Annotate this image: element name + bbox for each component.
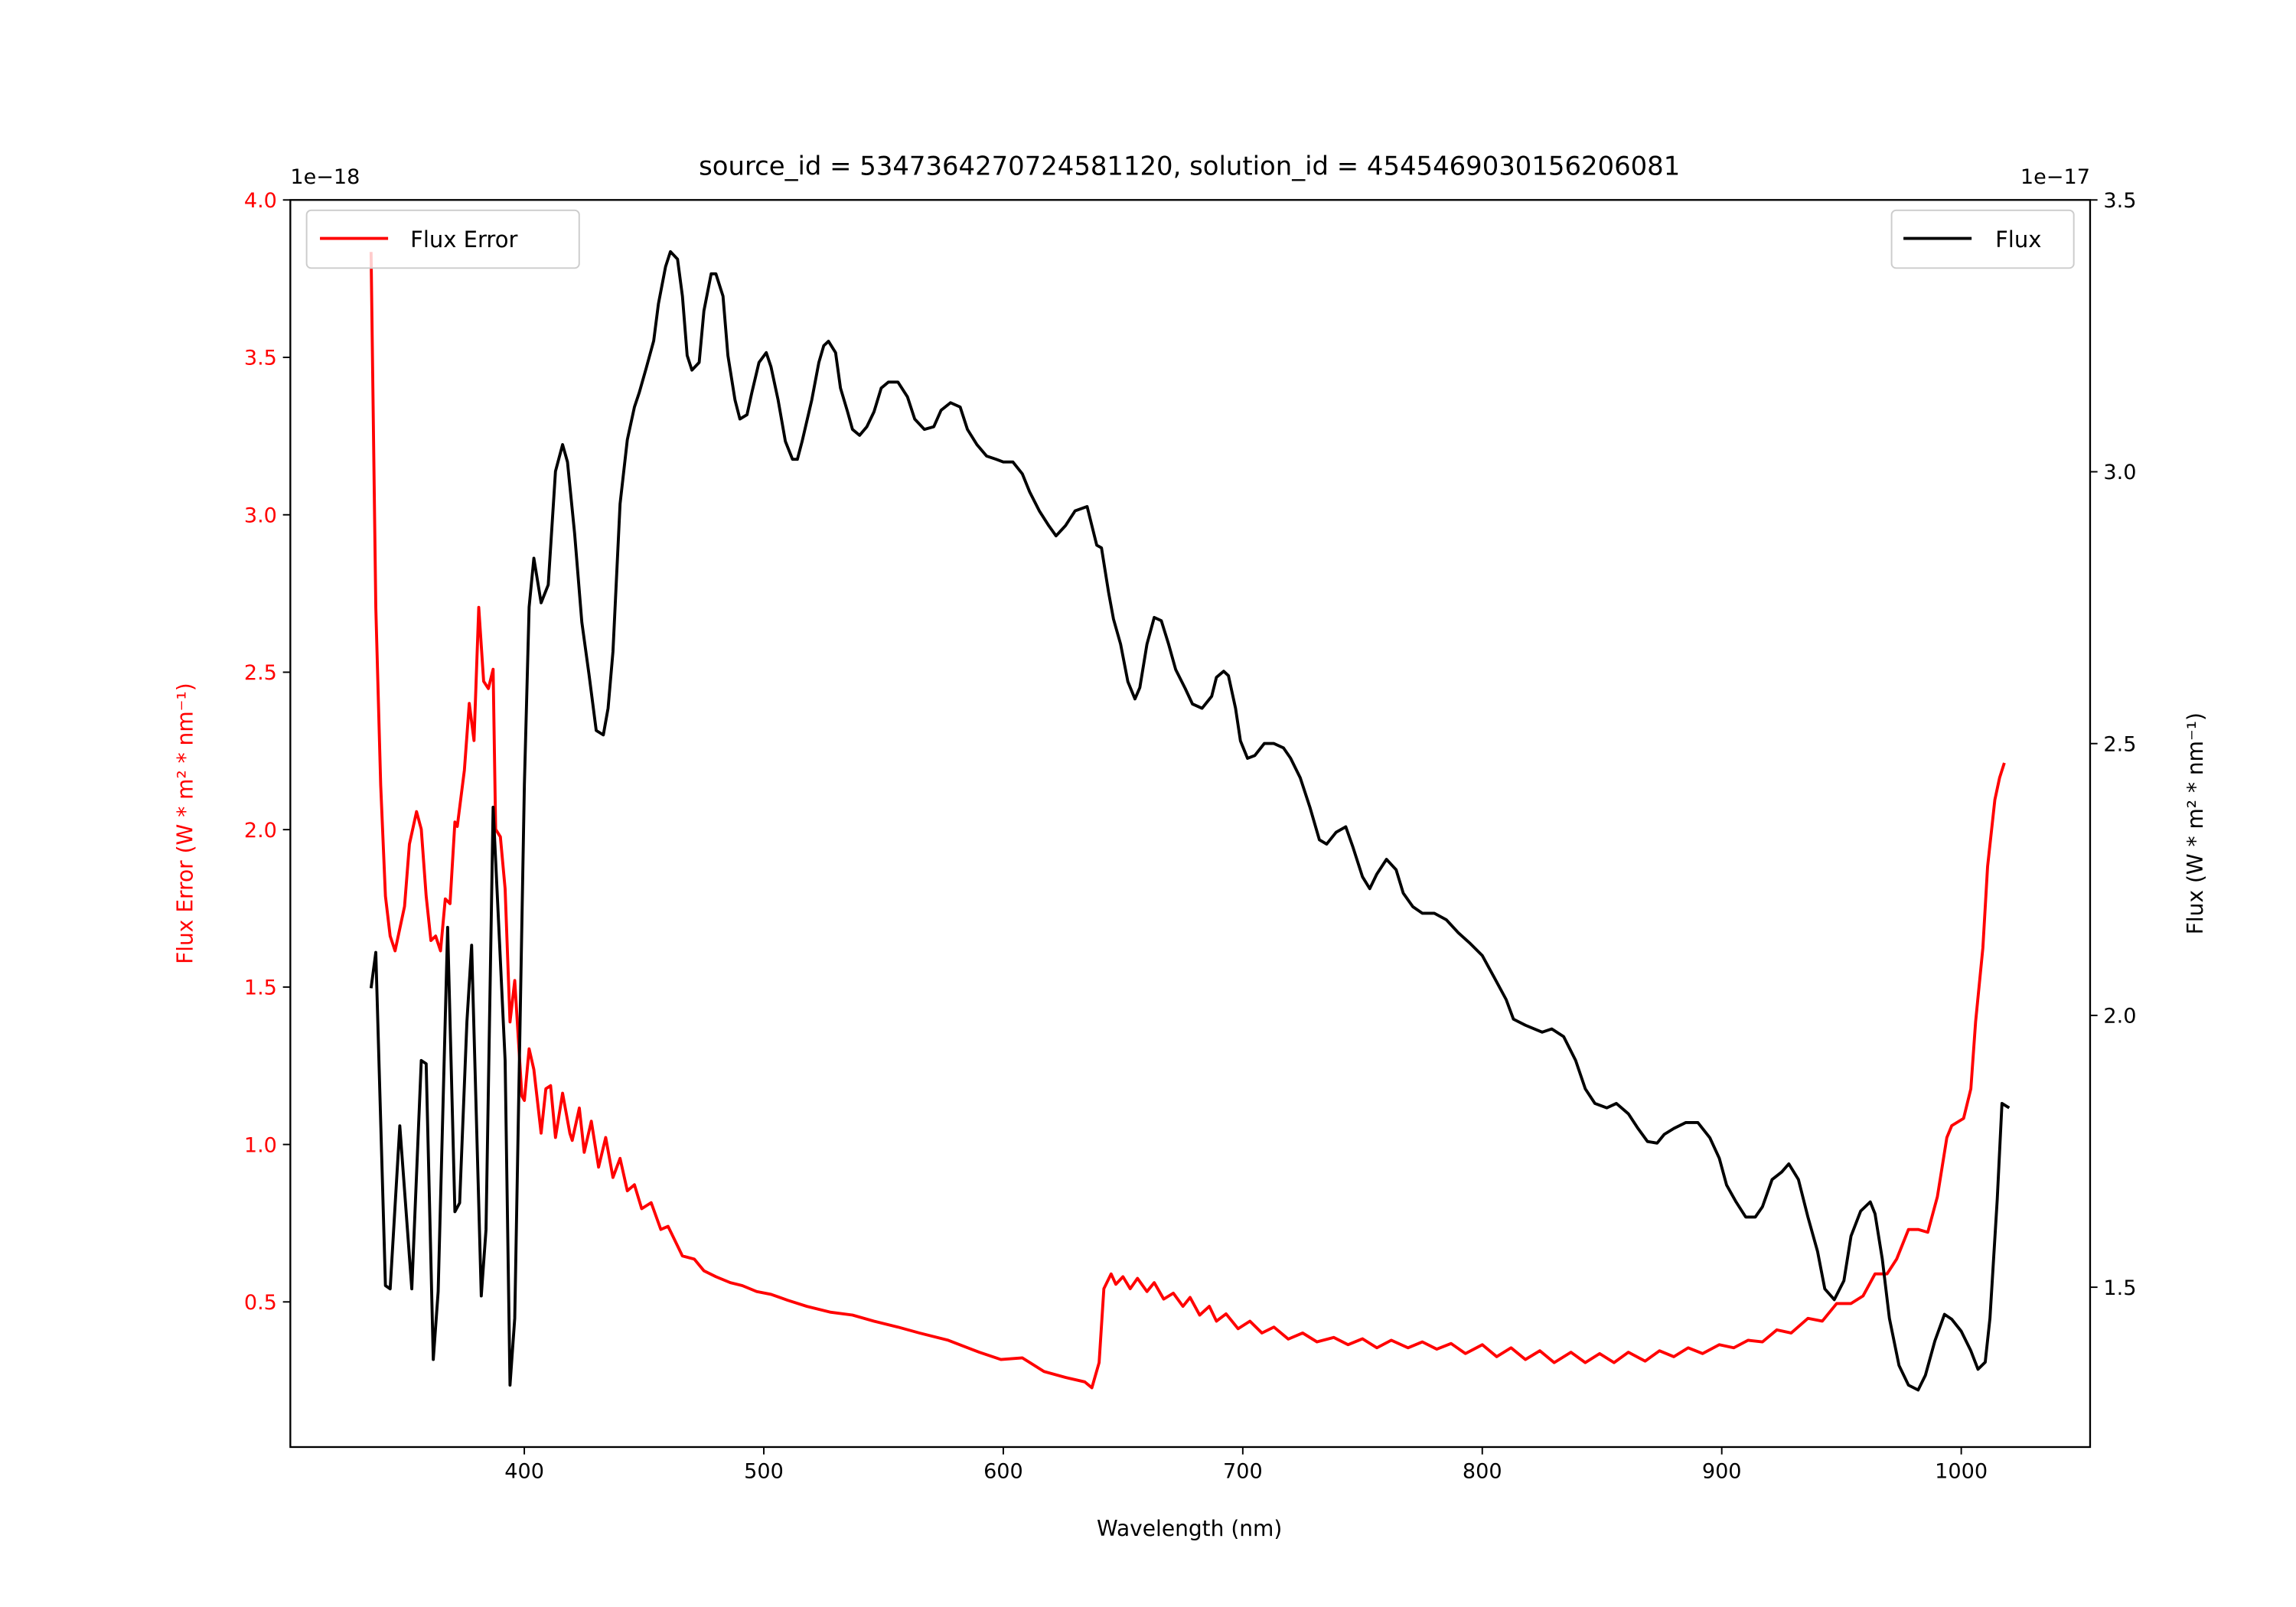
right-y-tick-label: 2.0 [2103, 1005, 2136, 1028]
right-y-axis-label: Flux (W * m² * nm⁻¹) [2183, 712, 2208, 934]
legend-label-flux-error: Flux Error [410, 227, 517, 253]
flux-line [369, 249, 2011, 1392]
right-y-tick-label: 1.5 [2103, 1276, 2136, 1300]
left-y-tick-label: 4.0 [244, 189, 277, 213]
legend-box [1890, 209, 2075, 269]
x-tick-label: 500 [744, 1460, 784, 1484]
x-tick-label: 700 [1223, 1460, 1263, 1484]
legend-label-flux: Flux [1995, 227, 2041, 253]
right-axis-offset: 1e−17 [2020, 165, 2090, 189]
x-tick-label: 400 [504, 1460, 544, 1484]
left-y-tick-label: 3.0 [244, 504, 277, 527]
right-y-tick-label: 2.5 [2103, 732, 2136, 756]
flux-error-line [369, 252, 2006, 1390]
left-y-tick-label: 2.0 [244, 819, 277, 843]
legend-flux: Flux [1890, 209, 2075, 269]
x-tick-label: 600 [983, 1460, 1023, 1484]
left-y-tick-label: 0.5 [244, 1291, 277, 1315]
left-y-tick-label: 1.0 [244, 1133, 277, 1157]
left-axis-offset: 1e−18 [290, 165, 360, 189]
axis-ticks: 400 500 600 700 800 900 1000 0.5 1.0 1.5 2.0 2.5 3.0… [244, 189, 2137, 1484]
left-y-tick-label: 2.5 [244, 661, 277, 685]
right-y-tick-label: 3.5 [2103, 189, 2136, 213]
right-y-tick-label: 3.0 [2103, 461, 2136, 484]
plot-lines [369, 249, 2011, 1392]
plot-frame [289, 199, 2092, 1449]
x-tick-label: 1000 [1935, 1460, 1988, 1484]
left-y-tick-label: 1.5 [244, 976, 277, 1000]
left-y-tick-label: 3.5 [244, 347, 277, 370]
legend-box [305, 209, 580, 269]
x-axis-label: Wavelength (nm) [1097, 1516, 1282, 1541]
x-tick-label: 900 [1702, 1460, 1742, 1484]
legend-flux-error: Flux Error [305, 209, 580, 269]
chart-title: source_id = 5347364270724581120, solutio… [699, 151, 1680, 181]
x-tick-label: 800 [1463, 1460, 1502, 1484]
left-y-axis-label: Flux Error (W * m² * nm⁻¹) [173, 683, 198, 964]
